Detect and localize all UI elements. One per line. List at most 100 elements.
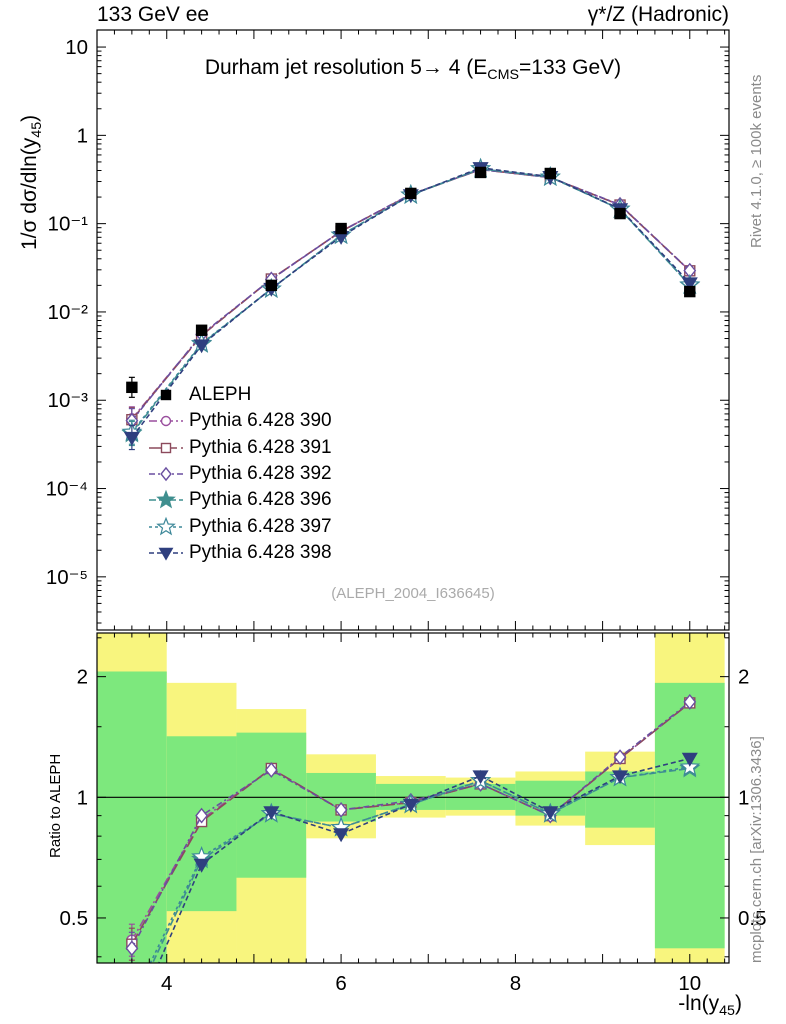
legend-item-pythia-397: Pythia 6.428 397 [148,513,332,539]
series-aleph [126,166,696,398]
plot-title-subscript: CMS [487,67,519,84]
x-axis-label-subscript: 45 [719,1003,735,1020]
data-point-marker [335,222,347,235]
legend-marker-pythia-397 [149,516,183,535]
legend: ALEPH Pythia 6.428 390 Pythia 6.428 391 … [148,382,332,566]
legend-label: Pythia 6.428 398 [189,541,332,563]
data-point-marker [263,806,280,820]
y-axis-label-text: 1/σ dσ/dln(y [18,137,41,250]
data-point-marker [474,166,487,179]
y-axis-label: 1/σ dσ/dln(y45) [18,115,45,250]
main-y-tick-label: 10⁻⁴ [46,478,88,501]
data-point-marker [544,167,556,180]
data-point-marker [160,442,172,453]
main-y-tick-label: 10 [65,36,88,59]
data-point-marker [614,207,626,220]
main-y-tick-label: 10⁻² [48,301,89,324]
data-point-marker [193,858,210,873]
band-stat-uncertainty [654,682,725,949]
ratio-panel-frame [96,632,730,964]
data-point-marker [264,762,278,778]
series-line [131,166,691,439]
series-line [131,168,691,420]
main-y-tick-label: 10⁻⁵ [46,566,88,589]
x-axis-label: -ln(y45) [678,992,742,1019]
data-point-marker [160,416,172,427]
legend-marker-pythia-391 [149,442,183,453]
legend-item-aleph: ALEPH [148,382,332,408]
data-point-marker [334,801,348,818]
axis-tick-labels: 10 1 10⁻¹ 10⁻² 10⁻³ 10⁻⁴ 10⁻⁵ 2 2 1 1 0.5 0.5 4 6 8 10 [46,36,767,995]
x-tick-label: 4 [161,972,172,995]
legend-item-pythia-390: Pythia 6.428 390 [148,408,332,434]
data-point-marker [160,466,172,482]
main-y-tick-label: 10⁻³ [48,389,89,412]
data-point-marker [125,1020,139,1024]
data-point-marker [333,828,350,843]
legend-item-pythia-396: Pythia 6.428 396 [148,487,332,513]
legend-marker-pythia-390 [149,416,183,427]
data-point-marker [156,490,176,509]
ratio-axis-label: Ratio to ALEPH [47,753,64,858]
data-point-marker [402,798,419,813]
data-point-marker [156,516,176,535]
data-point-marker [126,381,138,394]
data-point-marker [681,752,698,767]
legend-marker-pythia-392 [149,466,183,482]
x-axis-label-text: -ln(y [678,992,720,1015]
y-axis-label-subscript: 45 [29,121,46,138]
data-point-marker [265,279,278,292]
data-point-marker [195,324,208,336]
main-panel-frame [96,29,730,631]
legend-label: Pythia 6.428 391 [189,436,332,458]
plot-title: Durham jet resolution 5→ 4 (ECMS=133 GeV… [97,56,729,83]
legend-item-pythia-392: Pythia 6.428 392 [148,461,332,487]
legend-label: Pythia 6.428 392 [189,463,332,485]
legend-item-pythia-398: Pythia 6.428 398 [148,540,332,566]
process-label: γ*/Z (Hadronic) [587,3,729,26]
series-line [131,168,691,422]
data-point-marker [681,277,698,292]
legend-label: ALEPH [189,384,252,406]
mcplots-reference-note: mcplots.cern.ch [arXiv:1306.3436] [748,736,765,963]
data-point-marker [684,285,696,298]
data-point-marker [158,547,174,561]
beam-energy-label: 133 GeV ee [97,3,210,26]
data-point-marker [123,992,141,1009]
ratio-y-tick-label-right: 0.5 [738,907,767,930]
x-axis-label-tail: ) [735,992,742,1015]
data-point-marker [613,749,627,766]
data-point-marker [123,998,141,1015]
series-pythia-6-428-398 [125,752,698,1024]
data-point-marker [611,770,629,785]
data-point-marker [195,807,208,824]
ratio-y-tick-label: 0.5 [60,907,89,930]
x-tick-label: 6 [335,972,346,995]
x-tick-label: 8 [510,972,521,995]
legend-marker-pythia-396 [149,490,183,509]
plot-title-tail: =133 GeV) [519,56,622,79]
ratio-y-tick-label-right: 1 [738,786,749,809]
data-point-marker [125,940,139,957]
plot-title-text: Durham jet resolution 5→ 4 (E [204,56,488,79]
band-stat-uncertainty [97,671,167,963]
ratio-y-tick-label-right: 2 [738,666,749,689]
main-y-tick-label: 1 [77,124,88,147]
legend-label: Pythia 6.428 397 [189,515,332,537]
analysis-id-watermark: (ALEPH_2004_I636645) [331,585,495,602]
legend-label: Pythia 6.428 396 [189,489,332,511]
data-point-marker [472,770,489,785]
legend-label: Pythia 6.428 390 [189,410,332,432]
ratio-y-tick-label: 2 [77,666,88,689]
data-point-marker [193,339,210,354]
ratio-y-tick-label: 1 [77,786,88,809]
data-point-marker [160,389,172,401]
data-point-marker [405,187,417,200]
data-point-marker [542,806,559,820]
main-y-tick-label: 10⁻¹ [48,213,89,236]
y-axis-label-tail: ) [18,114,41,122]
axis-ticks [97,30,729,963]
data-point-marker [123,431,140,446]
legend-marker-pythia-398 [149,547,183,561]
